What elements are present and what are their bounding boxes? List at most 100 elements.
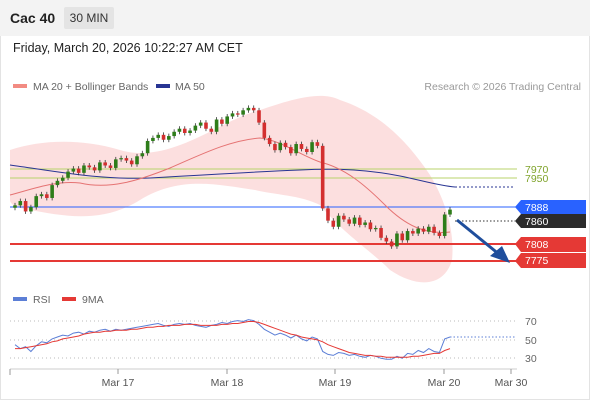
candle-body	[310, 142, 314, 152]
candle-body	[326, 208, 330, 221]
pivot-price-tag: 7888	[515, 200, 586, 214]
candle-body	[315, 142, 320, 146]
candle-body	[241, 110, 245, 115]
instrument-title: Cac 40	[10, 10, 56, 26]
candle-body	[161, 134, 166, 140]
candle-body	[230, 113, 235, 117]
candle-body	[124, 158, 129, 161]
candle-body	[135, 156, 139, 165]
candle-body	[172, 131, 176, 137]
ma9-legend-label: 9MA	[82, 294, 104, 306]
candle-body	[448, 209, 452, 215]
candle-body	[140, 153, 145, 157]
candle-body	[129, 160, 134, 165]
candle-body	[103, 162, 107, 166]
x-tick-label-5: Mar 30	[495, 377, 528, 389]
candle-body	[214, 119, 219, 132]
candlestick-series	[13, 105, 452, 249]
candle-body	[368, 222, 373, 230]
candle-body	[421, 228, 426, 232]
bollinger-band	[10, 95, 453, 283]
candle-body	[225, 116, 229, 124]
candle-body	[294, 144, 298, 154]
support-price-tag-2: 7775	[515, 253, 586, 268]
candle-body	[267, 137, 272, 145]
candle-body	[283, 142, 288, 148]
candle-body	[262, 122, 267, 138]
candle-body	[395, 233, 399, 247]
last-price-tag: 7860	[515, 214, 586, 228]
candle-body	[220, 119, 224, 124]
support-price-tag-1: 7808	[515, 237, 586, 252]
candle-body	[246, 107, 251, 111]
candle-body	[113, 159, 118, 168]
datetime-label: Friday, March 20, 2026 10:22:27 AM CET	[13, 41, 243, 55]
candle-body	[108, 165, 113, 168]
candle-body	[198, 122, 203, 126]
candle-body	[304, 148, 309, 152]
candle-body	[432, 226, 436, 233]
candle-body	[331, 220, 336, 227]
candle-body	[55, 180, 60, 186]
candle-body	[379, 228, 383, 238]
candle-body	[71, 168, 76, 172]
candle-body	[416, 228, 420, 234]
candle-body	[39, 194, 44, 197]
candle-body	[373, 228, 378, 230]
candle-body	[98, 162, 102, 171]
copyright-label: Research © 2026 Trading Central	[424, 81, 581, 93]
resistance-label-2: 7950	[525, 173, 549, 185]
x-tick-label-3: Mar 19	[319, 377, 352, 389]
candle-body	[34, 196, 39, 208]
candle-body	[209, 128, 214, 132]
ma20-legend-label: MA 20 + Bollinger Bands	[33, 81, 148, 93]
candle-body	[437, 232, 442, 236]
candle-body	[18, 201, 23, 206]
candle-body	[411, 231, 415, 234]
candle-body	[50, 185, 54, 198]
candle-body	[156, 134, 161, 138]
ma20-line	[9, 137, 451, 234]
resistance-label-1: 7970	[525, 164, 549, 176]
header-bar: Cac 40 30 MIN	[0, 0, 590, 36]
candle-body	[236, 113, 240, 115]
candle-body	[119, 158, 123, 160]
candle-body	[45, 194, 49, 198]
candle-body	[193, 125, 198, 131]
last-price-label: 7860	[525, 216, 549, 228]
candle-body	[278, 142, 283, 151]
candle-body	[352, 217, 357, 224]
forecast-arrow-shaft	[456, 218, 501, 257]
candle-body	[29, 207, 33, 212]
candle-body	[363, 222, 367, 225]
rsi-ma9-line	[15, 321, 451, 358]
candle-body	[182, 128, 187, 133]
candle-body	[145, 140, 150, 154]
candle-body	[66, 171, 70, 178]
x-tick-label-1: Mar 17	[102, 377, 135, 389]
candle-body	[289, 147, 293, 154]
candle-body	[389, 241, 394, 247]
candle-body	[251, 107, 256, 111]
candle-body	[23, 201, 28, 212]
candle-body	[273, 144, 277, 151]
ma50-legend-label: MA 50	[175, 81, 205, 93]
candle-body	[13, 205, 17, 208]
ma50-line	[9, 164, 456, 188]
rsi-tick-30: 30	[525, 353, 537, 365]
candle-body	[204, 122, 208, 129]
pivot-price-label: 7888	[525, 202, 549, 214]
timeframe-button[interactable]: 30 MIN	[64, 7, 114, 29]
candle-body	[167, 136, 171, 140]
candle-body	[358, 217, 362, 225]
candle-body	[87, 165, 92, 168]
rsi-panel	[14, 319, 515, 360]
rsi-legend-swatch	[13, 297, 27, 301]
candle-body	[76, 168, 81, 173]
rsi-legend-label: RSI	[33, 294, 51, 306]
candle-body	[336, 215, 341, 227]
candle-body	[405, 231, 410, 241]
candle-body	[347, 219, 352, 224]
candle-body	[82, 165, 86, 173]
